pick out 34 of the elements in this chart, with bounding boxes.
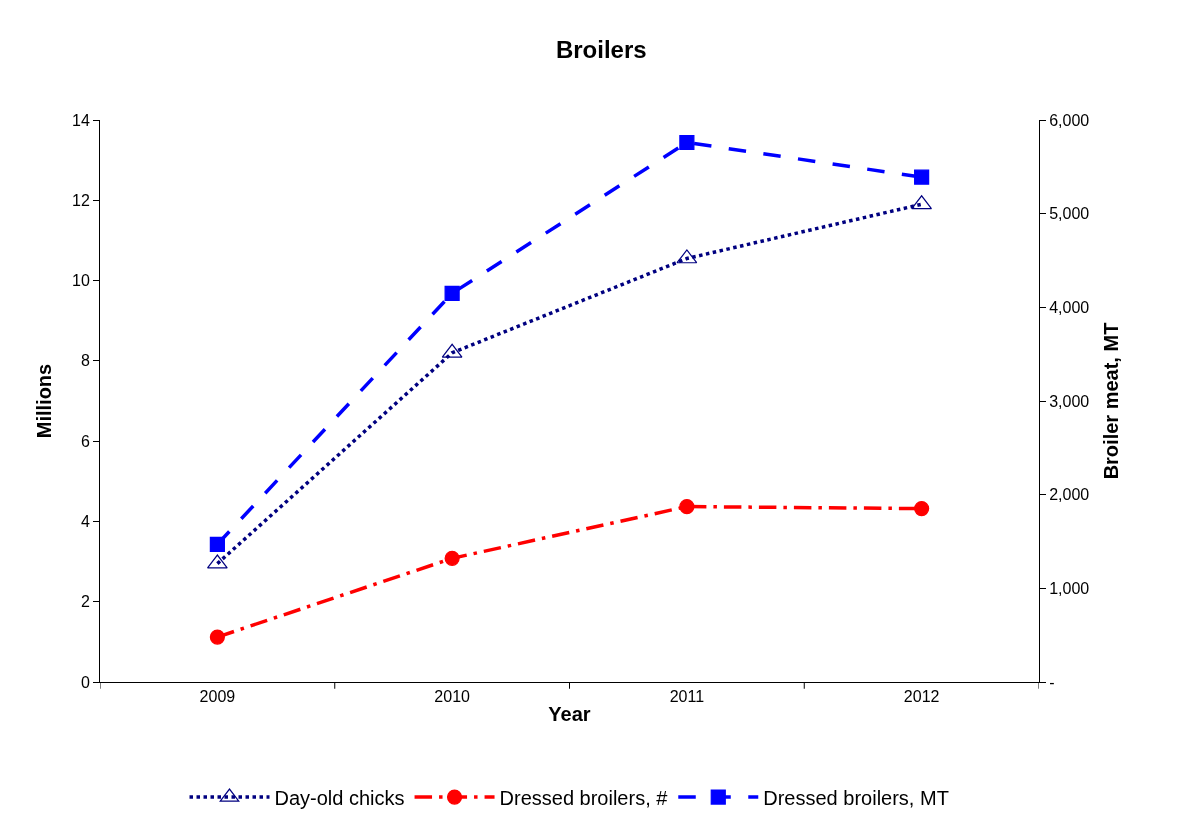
x-axis-title: Year	[548, 702, 591, 725]
y2-tick-label: 6,000	[1049, 111, 1090, 129]
point	[679, 498, 695, 515]
x-tick-label: 2010	[434, 688, 471, 706]
y-tick-label: 4	[80, 513, 90, 531]
point	[914, 169, 930, 185]
y2-tick-label: -	[1049, 673, 1055, 691]
point	[209, 629, 225, 645]
y-tick-label: 6	[80, 432, 90, 450]
point	[444, 285, 460, 301]
point	[444, 550, 460, 566]
y-axis-title: Millions	[32, 363, 55, 439]
y-tick-label: 14	[72, 111, 90, 129]
y-tick-label: 2	[80, 593, 90, 611]
y2-tick-label: 1,000	[1049, 579, 1090, 597]
point	[914, 500, 930, 517]
y-tick-label: 12	[72, 191, 90, 209]
legend-label: Day-old chicks	[274, 786, 405, 809]
y2-tick-label: 4,000	[1049, 298, 1090, 316]
x-tick-label: 2012	[903, 688, 940, 706]
y2-tick-label: 3,000	[1049, 392, 1090, 410]
y2-axis-title: Broiler meat, MT	[1099, 322, 1122, 480]
y2-tick-label: 2,000	[1049, 486, 1090, 504]
legend-label: Dressed broilers, #	[499, 786, 669, 809]
legend-label: Dressed broilers, MT	[763, 786, 949, 809]
y-tick-label: 8	[80, 352, 90, 370]
x-tick-label: 2011	[669, 688, 705, 706]
y-tick-label: 0	[80, 673, 90, 691]
x-tick-label: 2009	[199, 688, 236, 706]
y-tick-label: 10	[72, 272, 90, 290]
point	[679, 134, 695, 151]
chart-title: Broilers	[555, 36, 647, 64]
point	[209, 536, 225, 552]
y2-tick-label: 5,000	[1049, 205, 1090, 223]
